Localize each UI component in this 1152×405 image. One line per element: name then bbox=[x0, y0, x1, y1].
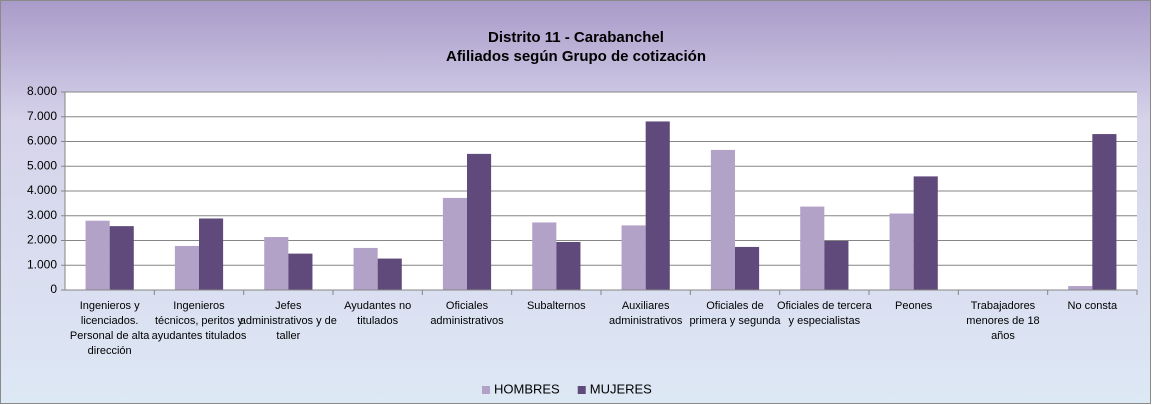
x-tick-label: Subalternos bbox=[526, 300, 586, 312]
x-tick-label: Oficiales administrativos bbox=[430, 300, 504, 327]
bar bbox=[85, 220, 110, 290]
bar bbox=[199, 218, 224, 290]
bar bbox=[109, 226, 134, 290]
bar bbox=[556, 241, 581, 290]
bar bbox=[467, 153, 492, 290]
legend-label: MUJERES bbox=[590, 381, 652, 396]
y-tick-label: 4.000 bbox=[27, 183, 57, 197]
bar bbox=[621, 225, 646, 290]
bar bbox=[288, 253, 313, 290]
legend-swatch bbox=[482, 386, 490, 394]
legend-swatch bbox=[577, 386, 586, 394]
bar bbox=[800, 206, 825, 290]
bar bbox=[174, 245, 199, 290]
y-tick-label: 0 bbox=[50, 282, 57, 296]
y-tick-label: 7.000 bbox=[27, 109, 57, 123]
x-tick-label: Ayudantes no titulados bbox=[344, 300, 412, 327]
x-tick-label: No consta bbox=[1067, 300, 1118, 312]
bar bbox=[735, 246, 760, 290]
x-tick-label: Oficiales de primera y segunda bbox=[689, 300, 781, 327]
y-tick-label: 5.000 bbox=[27, 158, 57, 172]
y-tick-label: 2.000 bbox=[27, 233, 57, 247]
y-tick-label: 6.000 bbox=[27, 134, 57, 148]
bar bbox=[353, 247, 378, 290]
x-tick-label: Trabajadores menores de 18 años bbox=[966, 300, 1040, 342]
bar bbox=[264, 237, 289, 290]
bar bbox=[442, 197, 467, 290]
bar bbox=[532, 222, 557, 290]
legend-label: HOMBRES bbox=[494, 381, 560, 396]
bar bbox=[710, 149, 735, 290]
chart-subtitle: Afiliados según Grupo de cotización bbox=[446, 48, 706, 65]
x-tick-label: Oficiales de tercera y especialistas bbox=[776, 300, 872, 327]
x-tick-label: Peones bbox=[895, 300, 933, 312]
y-tick-label: 3.000 bbox=[27, 208, 57, 222]
bar bbox=[889, 213, 914, 290]
bar bbox=[1068, 286, 1093, 290]
x-tick-label: Ingenieros y licenciados. Personal de al… bbox=[69, 300, 150, 357]
y-tick-label: 8.000 bbox=[27, 84, 57, 98]
chart-title: Distrito 11 - Carabanchel bbox=[488, 29, 664, 46]
bar bbox=[1092, 134, 1117, 290]
bar bbox=[913, 176, 938, 290]
bar bbox=[377, 258, 402, 290]
x-tick-label: Ingenieros técnicos, peritos y ayudantes… bbox=[151, 300, 247, 342]
bar bbox=[645, 121, 670, 290]
x-tick-label: Jefes administrativos y de taller bbox=[239, 300, 337, 342]
x-tick-label: Auxiliares administrativos bbox=[608, 300, 683, 327]
bar bbox=[824, 240, 849, 290]
y-tick-label: 1.000 bbox=[27, 257, 57, 271]
